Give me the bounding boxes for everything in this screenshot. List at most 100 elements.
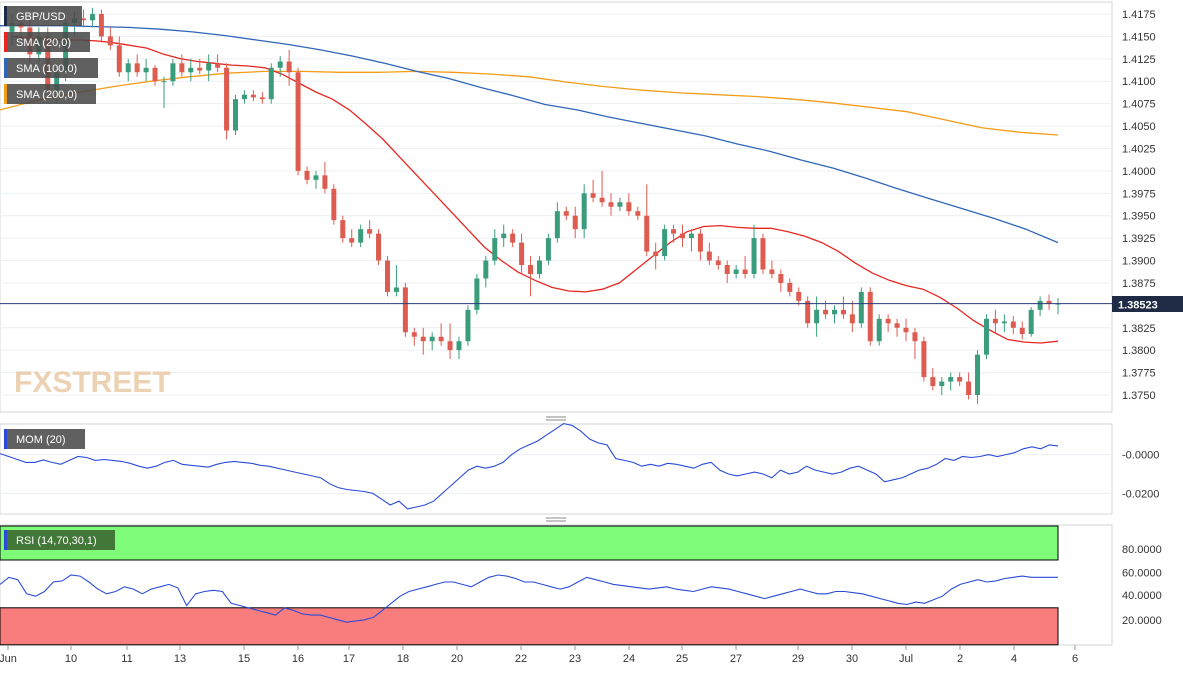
panel-resize-handle[interactable] xyxy=(546,416,566,421)
candle-body xyxy=(402,287,408,333)
candle xyxy=(1019,321,1025,340)
candle-body xyxy=(510,233,516,243)
time-tick-label: 30 xyxy=(846,653,858,665)
legend-box xyxy=(4,84,96,104)
candle xyxy=(581,184,587,239)
candle-body xyxy=(134,63,140,73)
panel-resize-handle[interactable] xyxy=(546,517,566,522)
candle-body xyxy=(939,381,945,387)
candle-body xyxy=(313,175,319,180)
candle-body xyxy=(635,211,641,216)
candle xyxy=(313,170,319,189)
legend-item[interactable]: GBP/USD xyxy=(4,6,82,26)
candle-body xyxy=(456,341,462,351)
candle xyxy=(224,63,230,140)
candle-body xyxy=(680,233,686,239)
candle xyxy=(393,265,399,297)
candle xyxy=(474,273,480,315)
candle xyxy=(662,224,668,261)
candle-body xyxy=(295,72,301,171)
candle-body xyxy=(858,291,864,324)
candle-body xyxy=(1001,321,1007,324)
candle xyxy=(644,184,650,257)
candle-body xyxy=(671,229,677,234)
sma-200-path xyxy=(0,70,1059,136)
price-axis: 1.4175 1.4150 1.4125 1.4100 1.4075 1.4050 1.40… xyxy=(1122,9,1156,402)
legend-item[interactable]: SMA (100,0) xyxy=(4,58,98,78)
candle-body xyxy=(787,282,793,292)
candle-body xyxy=(233,99,239,131)
legend-swatch xyxy=(4,58,7,78)
candle xyxy=(250,90,256,101)
watermark: FXSTREET xyxy=(14,366,171,399)
candle-body xyxy=(563,211,569,216)
candle-body xyxy=(161,81,167,83)
candle-body xyxy=(322,175,328,189)
candle xyxy=(867,287,873,346)
candle xyxy=(188,58,194,82)
legend-box xyxy=(4,58,98,78)
candle-body xyxy=(814,309,820,324)
price-tick-label: 1.3900 xyxy=(1122,256,1156,268)
candle-body xyxy=(867,291,873,342)
candle-body xyxy=(903,327,909,333)
price-tick-label: 1.3775 xyxy=(1122,368,1156,380)
candle-body xyxy=(715,260,721,266)
candle-body xyxy=(116,45,122,73)
candle-body xyxy=(465,309,471,342)
candle xyxy=(358,224,364,248)
candle xyxy=(1046,294,1052,310)
candle xyxy=(295,67,301,176)
candle-body xyxy=(992,318,998,324)
price-tick-label: 1.3750 xyxy=(1122,390,1156,402)
rsi-tick-1: 60.0000 xyxy=(1122,568,1162,580)
candle xyxy=(983,314,989,360)
candle-body xyxy=(241,94,247,100)
legend-item[interactable]: SMA (20,0) xyxy=(4,32,90,52)
legend-item[interactable]: SMA (200,0) xyxy=(4,84,96,104)
candle xyxy=(778,269,784,292)
candle-body xyxy=(876,318,882,342)
candle-body xyxy=(831,309,837,315)
candle xyxy=(376,229,382,266)
candle-body xyxy=(778,273,784,283)
legend-box xyxy=(4,32,90,52)
sma-20-line xyxy=(11,35,1059,344)
time-tick-label: 11 xyxy=(121,653,132,665)
mom-tick-0: -0.0000 xyxy=(1122,450,1159,462)
candle xyxy=(957,372,963,387)
candle xyxy=(912,327,918,360)
legend-label: GBP/USD xyxy=(16,11,66,23)
candle xyxy=(545,233,551,266)
candle-body xyxy=(107,36,113,46)
candle xyxy=(1001,314,1007,333)
candle xyxy=(787,278,793,297)
candle-body xyxy=(340,220,346,239)
candle xyxy=(402,282,408,337)
price-tick-label: 1.4025 xyxy=(1122,143,1156,155)
candle-body xyxy=(644,215,650,252)
candle-body xyxy=(420,336,426,342)
candle xyxy=(152,65,158,86)
time-tick-label: 15 xyxy=(238,653,250,665)
candle xyxy=(840,296,846,319)
time-tick-label: 2 xyxy=(957,653,963,665)
candle xyxy=(894,318,900,337)
candle-body xyxy=(393,287,399,292)
legend-label: SMA (20,0) xyxy=(16,37,71,49)
price-tick-label: 1.3800 xyxy=(1122,345,1156,357)
candle-body xyxy=(367,229,373,234)
price-tick-label: 1.4050 xyxy=(1122,121,1156,133)
candle-body xyxy=(957,377,963,382)
candle xyxy=(751,224,757,279)
candle xyxy=(259,91,265,104)
candle-body xyxy=(733,269,739,274)
legend-swatch xyxy=(4,32,7,52)
candle xyxy=(635,206,641,221)
candle xyxy=(233,94,239,136)
price-tick-label: 1.4075 xyxy=(1122,99,1156,111)
candle-body xyxy=(304,170,310,180)
candle-body xyxy=(125,63,131,73)
candle xyxy=(206,54,212,82)
